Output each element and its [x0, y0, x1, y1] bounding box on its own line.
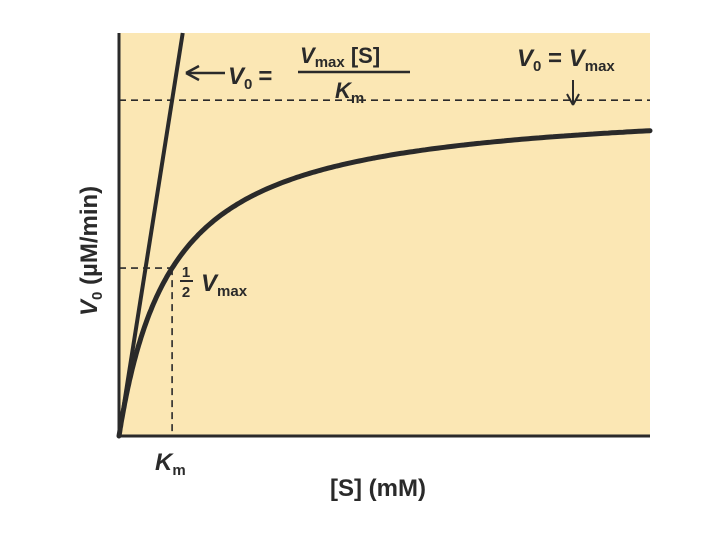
vmax-eq-rhs-var: V	[569, 45, 587, 72]
slope-eq-num-rest: [S]	[345, 43, 380, 68]
km-tick-label: Km	[155, 449, 186, 479]
y-axis-label-var: V	[76, 298, 103, 316]
y-axis-label: V0 (µM/min)	[76, 186, 106, 316]
slope-arrow-head	[185, 64, 200, 82]
svg-text:Vmax [S]: Vmax [S]	[300, 43, 380, 71]
vmax-eq-equals: =	[541, 45, 568, 72]
y-axis-label-rest: (µM/min)	[76, 186, 103, 292]
slope-eq-num-var: V	[300, 43, 317, 68]
slope-eq-lhs-sub: 0	[244, 76, 252, 93]
slope-eq-num-sub: max	[315, 54, 346, 71]
km-tick-var: K	[155, 449, 174, 476]
initial-slope-line	[117, 32, 185, 437]
x-axis-label: [S] (mM)	[330, 475, 426, 502]
slope-eq-equals: =	[258, 63, 272, 90]
slope-eq-den-sub: m	[351, 90, 364, 107]
half-vmax-var: V	[201, 270, 219, 297]
michaelis-menten-curve	[116, 128, 653, 439]
slope-eq-den-var: K	[335, 78, 353, 103]
svg-text:V0 = Vmax: V0 = Vmax	[517, 45, 615, 75]
y-axis-label-sub: 0	[89, 292, 106, 300]
half-vmax-label: 1 2 Vmax	[180, 264, 248, 301]
slope-eq-lhs-var: V	[228, 63, 246, 90]
vmax-eq-lhs-sub: 0	[533, 58, 541, 75]
svg-text:Vmax: Vmax	[201, 270, 248, 300]
svg-text:V0=: V0 =	[228, 63, 272, 93]
svg-text:Km: Km	[335, 78, 364, 107]
km-tick-sub: m	[172, 462, 185, 479]
vmax-annotation: V0 = Vmax	[517, 45, 615, 106]
half-vmax-sub: max	[217, 283, 248, 300]
vmax-arrow-head	[566, 93, 580, 106]
vmax-eq-lhs-var: V	[517, 45, 535, 72]
half-vmax-numerator: 1	[182, 264, 190, 281]
half-vmax-denominator: 2	[182, 284, 190, 301]
vmax-eq-rhs-sub: max	[585, 58, 616, 75]
slope-equation-annotation: V0 = Vmax [S] Km	[185, 43, 410, 107]
